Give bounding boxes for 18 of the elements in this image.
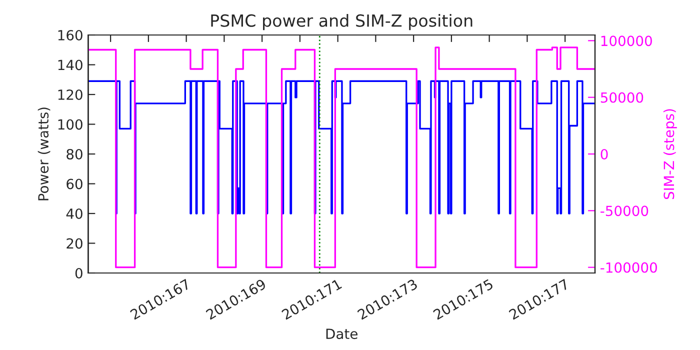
y2-tick-label: 0 — [600, 148, 608, 160]
y-tick-label: 40 — [66, 208, 82, 219]
y-tick-label: 60 — [66, 178, 82, 190]
y-tick-label: 160 — [58, 30, 82, 40]
x-axis-title: Date — [326, 328, 358, 340]
y2-tick-label: 50000 — [600, 92, 644, 103]
y-tick-label: 80 — [66, 148, 82, 160]
y2-tick-label: 100000 — [601, 36, 652, 46]
y2-tick-label: -50000 — [600, 206, 648, 216]
y-tick-label: 140 — [58, 60, 82, 70]
y-tick-label: 100 — [58, 119, 82, 130]
y-axis-title: Power (watts) — [38, 108, 50, 200]
y-tick-label: 0 — [75, 268, 82, 278]
y2-axis-title: SIM-Z (steps) — [663, 109, 677, 200]
chart-title: PSMC power and SIM-Z position — [211, 14, 472, 30]
y2-tick-label: -100000 — [600, 262, 657, 273]
y-tick-label: 20 — [66, 238, 82, 249]
y-tick-label: 120 — [58, 89, 82, 100]
